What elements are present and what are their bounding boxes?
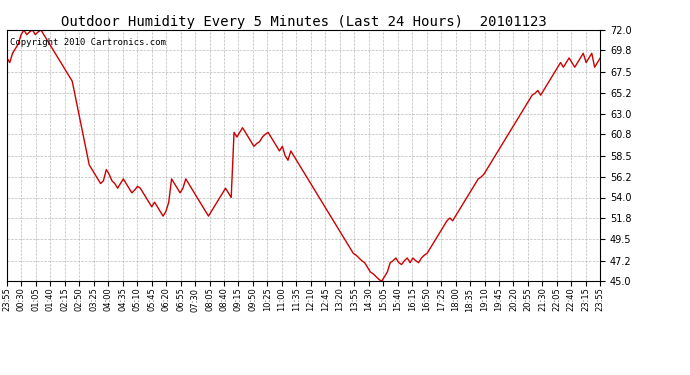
Text: Copyright 2010 Cartronics.com: Copyright 2010 Cartronics.com (10, 38, 166, 46)
Title: Outdoor Humidity Every 5 Minutes (Last 24 Hours)  20101123: Outdoor Humidity Every 5 Minutes (Last 2… (61, 15, 546, 29)
